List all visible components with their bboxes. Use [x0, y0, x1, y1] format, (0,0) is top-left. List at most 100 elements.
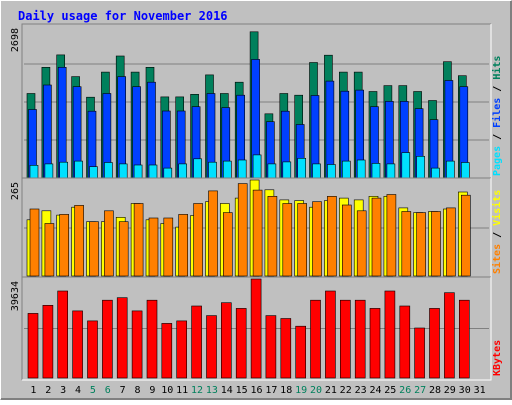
bar-sites — [104, 210, 114, 277]
x-tick-label-day: 16 — [250, 385, 262, 396]
x-tick-label-day: 18 — [280, 385, 292, 396]
bar-kbytes — [87, 320, 98, 379]
series-label-pages: Pages — [492, 146, 503, 176]
bar-kbytes — [444, 292, 455, 379]
y-axis-max-label: 2698 — [10, 28, 21, 52]
bar-sites — [416, 212, 426, 277]
bar-kbytes — [280, 318, 292, 379]
x-tick-label-day: 5 — [90, 385, 96, 396]
panel-top: 2698 Pages / Files / Hits — [10, 23, 503, 181]
bar-kbytes — [399, 305, 411, 379]
x-tick-label-day: 22 — [340, 385, 352, 396]
bar-pages — [193, 158, 202, 179]
x-tick-label-day: 28 — [429, 385, 441, 396]
bar-sites — [133, 203, 144, 277]
bar-kbytes — [369, 308, 381, 379]
x-tick-label-day: 27 — [414, 385, 426, 396]
label-separator: / — [492, 128, 503, 146]
bar-pages — [431, 167, 440, 179]
bar-kbytes — [57, 290, 69, 379]
bar-kbytes — [458, 299, 470, 379]
bar-pages — [148, 164, 158, 179]
x-tick-label-day: 25 — [384, 385, 396, 396]
bar-pages — [133, 164, 143, 179]
bar-kbytes — [429, 308, 440, 379]
label-separator: / — [492, 226, 503, 244]
bar-sites — [59, 214, 70, 277]
panel-frame-dark — [21, 276, 491, 380]
bar-kbytes — [131, 310, 143, 379]
x-tick-label-day: 19 — [295, 385, 307, 396]
x-tick-label-day: 12 — [191, 385, 203, 396]
bar-files — [117, 76, 126, 179]
x-tick-label-day: 7 — [120, 385, 126, 396]
bar-sites — [237, 183, 248, 277]
bar-sites — [118, 221, 129, 277]
bar-sites — [208, 190, 218, 277]
bar-pages — [371, 163, 381, 179]
bar-sites — [282, 203, 293, 277]
bar-pages — [104, 162, 113, 179]
x-tick-label-day: 3 — [60, 385, 66, 396]
bar-kbytes — [102, 299, 113, 379]
bar-pages — [267, 163, 277, 179]
label-separator: / — [492, 80, 503, 98]
bar-pages — [59, 161, 69, 179]
bar-kbytes — [325, 290, 336, 379]
series-label-hits: Hits — [491, 56, 503, 80]
bar-kbytes — [235, 308, 247, 379]
bar-sites — [44, 223, 55, 277]
x-tick-label-day: 15 — [236, 385, 248, 396]
bar-sites — [29, 208, 40, 277]
bar-pages — [282, 161, 292, 179]
x-tick-label-day: 11 — [176, 385, 188, 396]
bar-kbytes — [339, 299, 351, 379]
panel-bottom: 39634 KBytes — [10, 276, 503, 381]
chart-panels: 2698 Pages / Files / Hits 265 Sites / Visit… — [10, 23, 503, 381]
bar-sites — [178, 214, 188, 277]
bar-pages — [327, 164, 336, 179]
x-tick-label-day: 4 — [75, 385, 81, 396]
bar-pages — [312, 163, 321, 179]
bar-pages — [341, 160, 351, 179]
bar-pages — [356, 159, 366, 179]
bar-files — [325, 80, 335, 179]
x-tick-label-day: 1 — [30, 385, 36, 396]
bar-pages — [44, 163, 54, 179]
bar-kbytes — [310, 299, 321, 379]
bar-sites — [312, 201, 322, 277]
y-axis-max-label: 265 — [10, 182, 21, 200]
x-tick-label-day: 24 — [369, 385, 381, 396]
bar-pages — [178, 163, 187, 179]
bar-pages — [237, 159, 247, 179]
panel-middle: 265 Sites / Visits — [10, 177, 503, 279]
bar-kbytes — [161, 323, 173, 379]
bar-kbytes — [206, 315, 217, 379]
bar-sites — [267, 196, 278, 277]
x-tick-label-day: 9 — [149, 385, 155, 396]
chart-title: Daily usage for November 2016 — [18, 9, 228, 23]
series-label-files: Files — [491, 98, 503, 128]
bar-kbytes — [384, 290, 396, 379]
bar-pages — [416, 156, 425, 179]
x-tick-label-day: 13 — [206, 385, 218, 396]
x-tick-label-day: 8 — [134, 385, 140, 396]
bar-pages — [386, 163, 396, 179]
bar-files — [147, 81, 156, 179]
bar-pages — [460, 162, 470, 179]
bar-pages — [297, 158, 307, 179]
bar-pages — [118, 163, 128, 179]
panel-frame-dark — [21, 23, 491, 180]
right-series-label: Sites / Visits — [491, 190, 503, 274]
bar-kbytes — [42, 304, 54, 379]
panel-frame-dark — [21, 177, 491, 278]
panel-frame-light — [22, 277, 492, 381]
bar-sites — [163, 217, 174, 277]
series-label-visits: Visits — [491, 190, 503, 226]
y-axis-max-label: 39634 — [10, 281, 21, 311]
x-tick-label-day: 6 — [105, 385, 111, 396]
bar-kbytes — [27, 313, 39, 379]
